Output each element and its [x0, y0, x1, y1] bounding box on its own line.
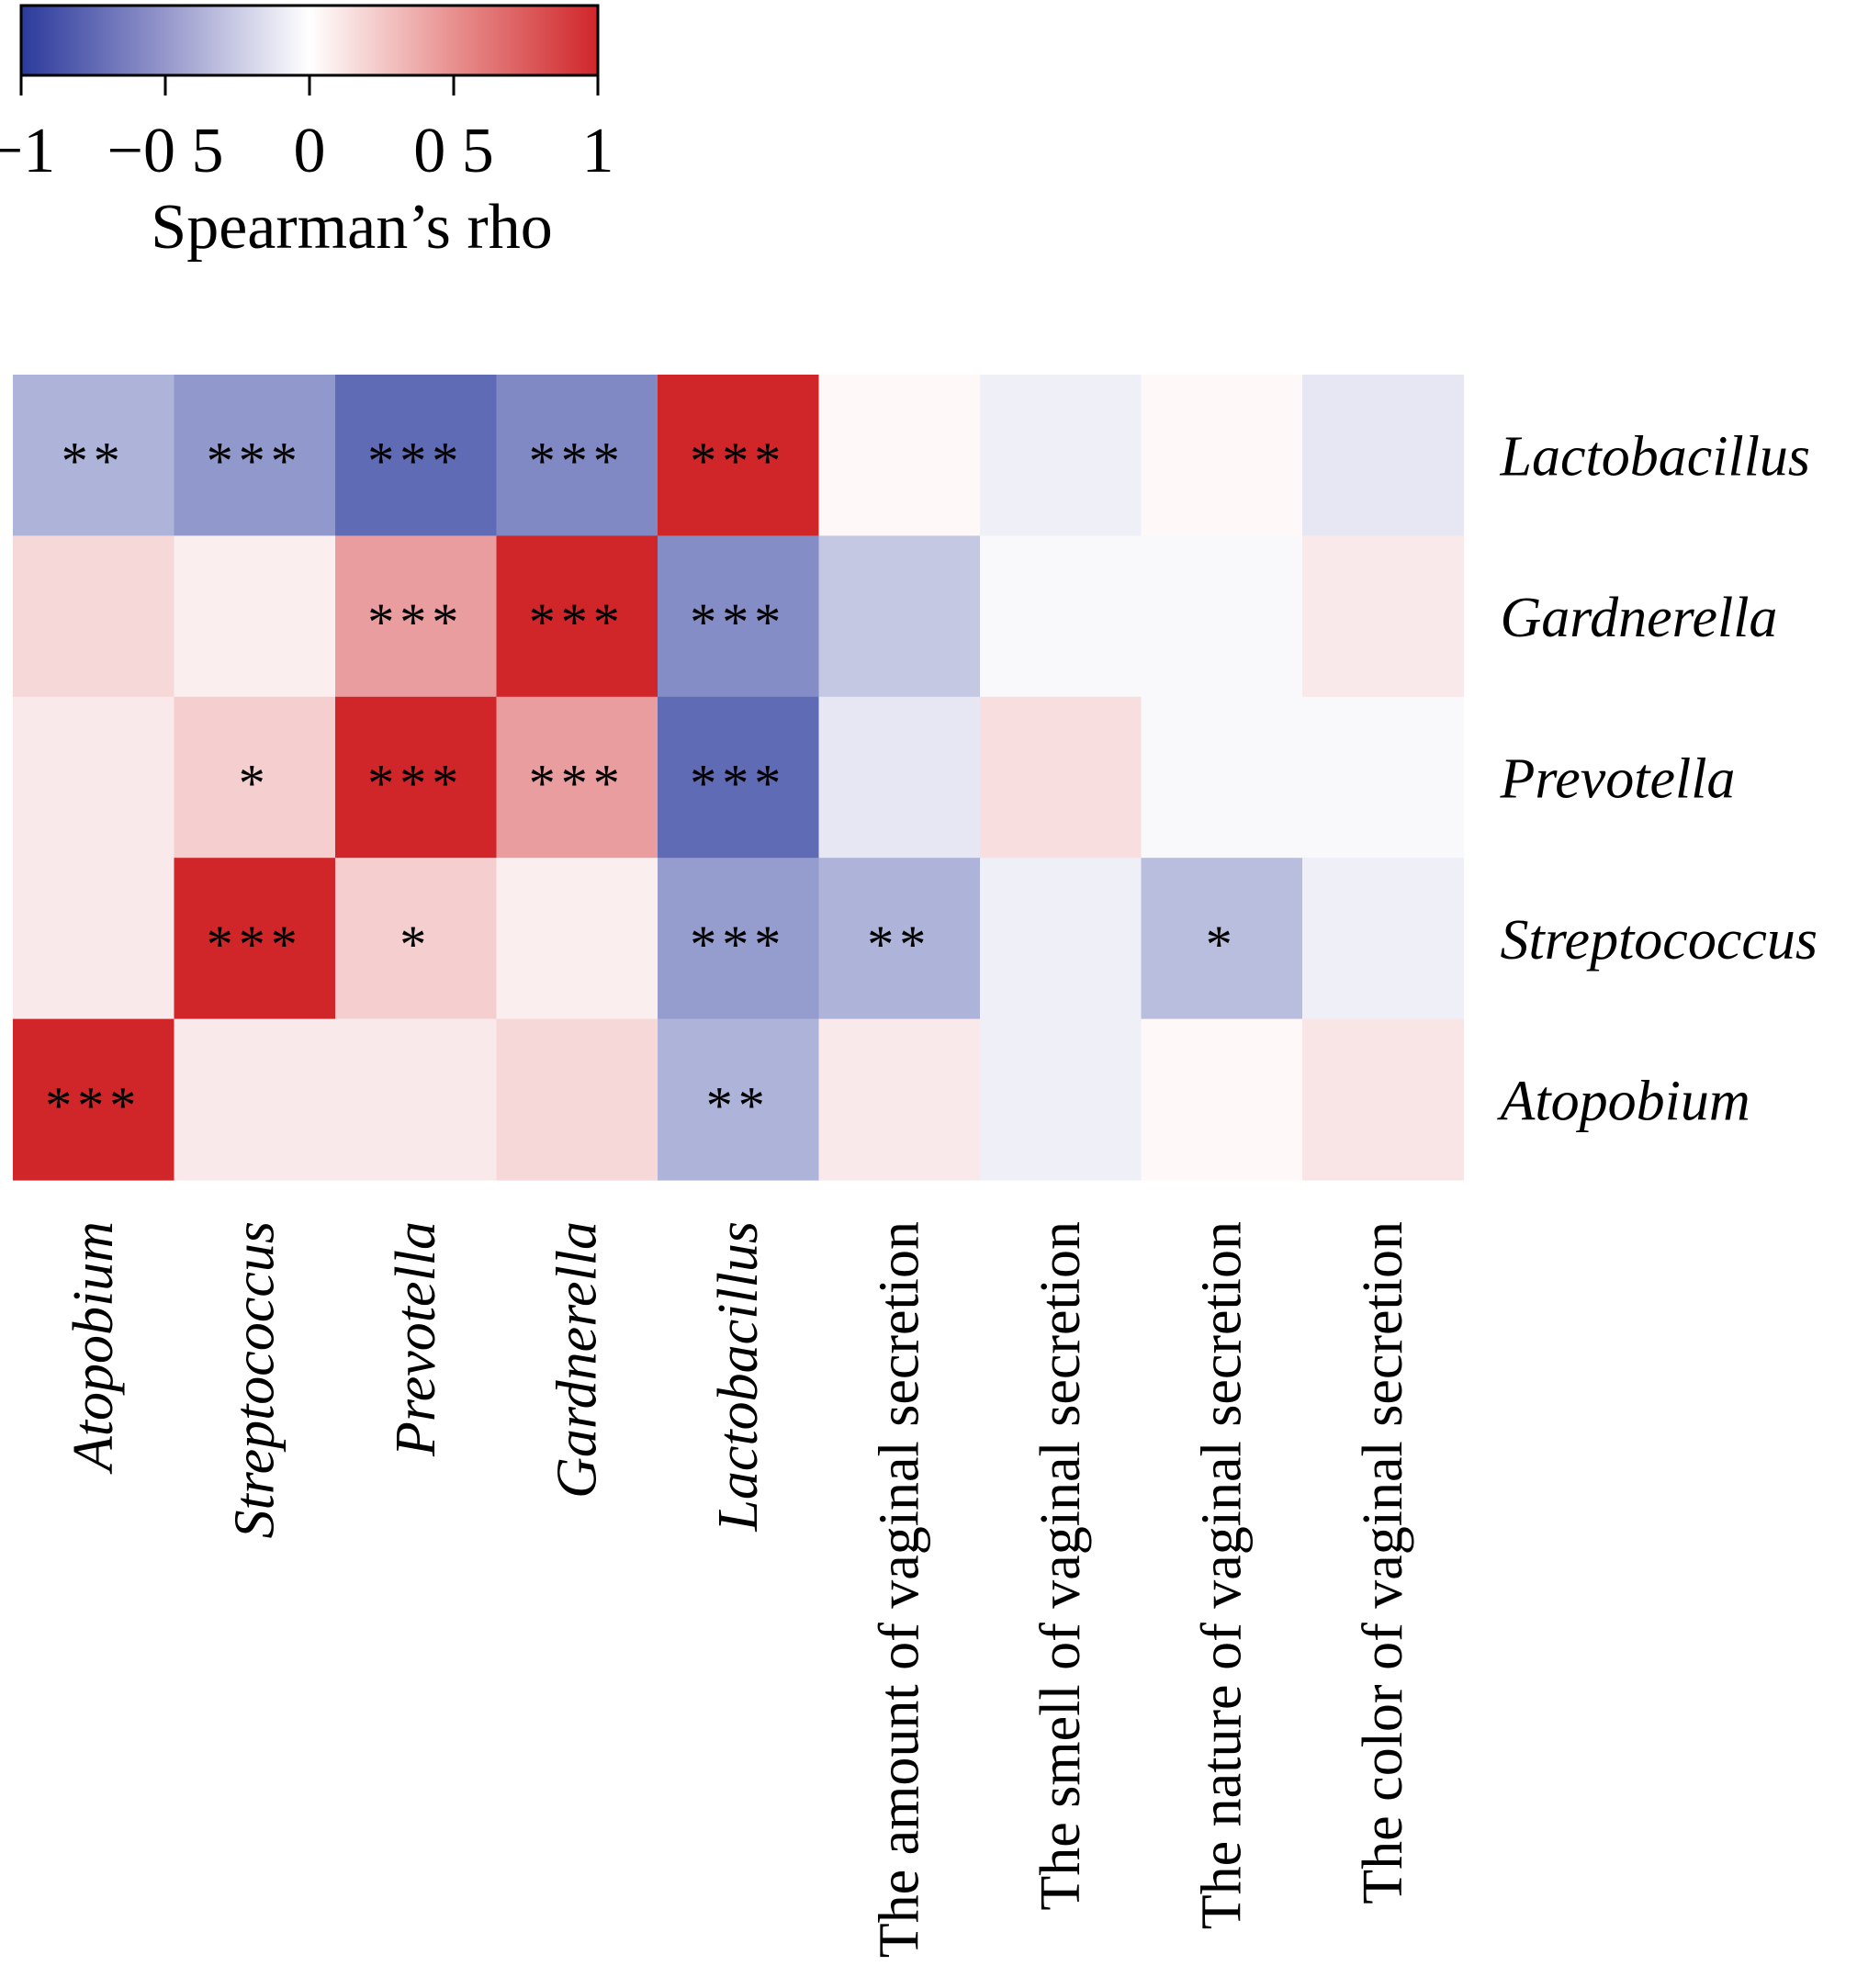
heatmap-cell — [980, 696, 1142, 859]
colorbar-tick-label: −0 5 — [107, 116, 224, 186]
heatmap-cell — [13, 1018, 175, 1181]
significance-marker: *** — [367, 592, 464, 652]
significance-marker: *** — [690, 592, 786, 652]
heatmap-cell — [496, 1018, 658, 1181]
heatmap-cell — [335, 1018, 498, 1181]
heatmap-cell — [13, 535, 175, 698]
heatmap-cell — [335, 858, 498, 1020]
colorbar-gradient — [21, 6, 598, 75]
significance-marker: *** — [690, 754, 786, 814]
column-labels: Atopobium Streptococcus Prevotella Gardnere… — [62, 1221, 1414, 1958]
heatmap-cell — [1302, 1018, 1465, 1181]
heatmap-cell — [980, 375, 1142, 536]
colorbar-tick-label: −1 — [0, 116, 55, 186]
row-label: Prevotella — [1500, 748, 1736, 811]
heatmap-cell — [818, 1018, 981, 1181]
heatmap-cell — [1141, 1018, 1303, 1181]
heatmap-cell — [818, 858, 981, 1020]
column-label: Atopobium — [62, 1221, 125, 1475]
significance-marker: *** — [45, 1075, 141, 1135]
heatmap-cell — [1141, 696, 1303, 859]
significance-marker: * — [400, 915, 432, 974]
heatmap-cell — [13, 858, 175, 1020]
significance-marker: * — [239, 754, 271, 814]
significance-marker: *** — [529, 754, 625, 814]
heatmap-cell — [980, 535, 1142, 698]
significance-marker: *** — [367, 754, 464, 814]
heatmap-cell — [335, 535, 498, 698]
significance-marker: ** — [867, 915, 931, 974]
row-label: Streptococcus — [1501, 909, 1818, 972]
heatmap-cell — [658, 1018, 820, 1181]
heatmap-cell — [174, 375, 336, 536]
colorbar-ticks: −1 −0 5 0 0 5 1 — [0, 75, 614, 186]
heatmap-cell — [496, 535, 658, 698]
heatmap-cell — [13, 696, 175, 859]
significance-marker: *** — [207, 915, 303, 974]
heatmap-cell — [335, 375, 498, 536]
row-label: Gardnerella — [1501, 587, 1778, 649]
heatmap-cell — [658, 696, 820, 859]
heatmap-cell — [174, 858, 336, 1020]
heatmap-cell — [1302, 535, 1465, 698]
heatmap-cell — [496, 375, 658, 536]
heatmap-cell — [1141, 535, 1303, 698]
heatmap-cell — [658, 375, 820, 536]
heatmap-cell — [818, 375, 981, 536]
heatmap-cells — [13, 375, 1465, 1181]
column-label: The color of vaginal secretion — [1352, 1221, 1414, 1904]
colorbar-title: Spearman’s rho — [151, 192, 552, 263]
heatmap-cell — [658, 858, 820, 1020]
significance-marker: * — [1206, 915, 1238, 974]
heatmap-cell — [1141, 858, 1303, 1020]
heatmap-cell — [174, 696, 336, 859]
significance-marker: *** — [529, 432, 625, 491]
row-label: Lactobacillus — [1500, 426, 1811, 489]
significance-marker: *** — [690, 432, 786, 491]
heatmap-cell — [980, 858, 1142, 1020]
significance-marker: *** — [690, 915, 786, 974]
column-label: Streptococcus — [223, 1221, 286, 1538]
heatmap-cell — [496, 696, 658, 859]
significance-marker: ** — [706, 1075, 771, 1135]
column-label: The smell of vaginal secretion — [1030, 1221, 1092, 1911]
significance-markers: ** *** *** *** ****** *** **** *** *** ****** * ***… — [45, 432, 1238, 1136]
heatmap-cell — [13, 375, 175, 536]
column-label: The nature of vaginal secretion — [1190, 1221, 1253, 1929]
heatmap-cell — [818, 696, 981, 859]
heatmap-cell — [818, 535, 981, 698]
row-labels: Lactobacillus Gardnerella Prevotella Strept… — [1497, 426, 1818, 1133]
column-label: Lactobacillus — [707, 1221, 770, 1533]
significance-marker: *** — [207, 432, 303, 491]
heatmap-cell — [174, 535, 336, 698]
significance-marker: *** — [529, 592, 625, 652]
column-label: Prevotella — [385, 1221, 447, 1457]
heatmap-cell — [1141, 375, 1303, 536]
heatmap-cell — [496, 858, 658, 1020]
colorbar-legend: −1 −0 5 0 0 5 1 Spearman’s rho — [0, 4, 614, 263]
significance-marker: *** — [367, 432, 464, 491]
column-label: Gardnerella — [546, 1221, 608, 1499]
heatmap-cell — [980, 1018, 1142, 1181]
colorbar-tick-label: 0 — [294, 116, 326, 186]
heatmap-cell — [174, 1018, 336, 1181]
heatmap-cell — [335, 696, 498, 859]
colorbar-tick-label: 0 5 — [413, 116, 494, 186]
significance-marker: ** — [62, 432, 126, 491]
row-label: Atopobium — [1497, 1070, 1750, 1132]
heatmap-cell — [658, 535, 820, 698]
heatmap-cell — [1302, 375, 1465, 536]
colorbar-tick-label: 1 — [582, 116, 614, 186]
column-label: The amount of vaginal secretion — [868, 1221, 930, 1958]
heatmap-cell — [1302, 858, 1465, 1020]
heatmap-cell — [1302, 696, 1465, 859]
